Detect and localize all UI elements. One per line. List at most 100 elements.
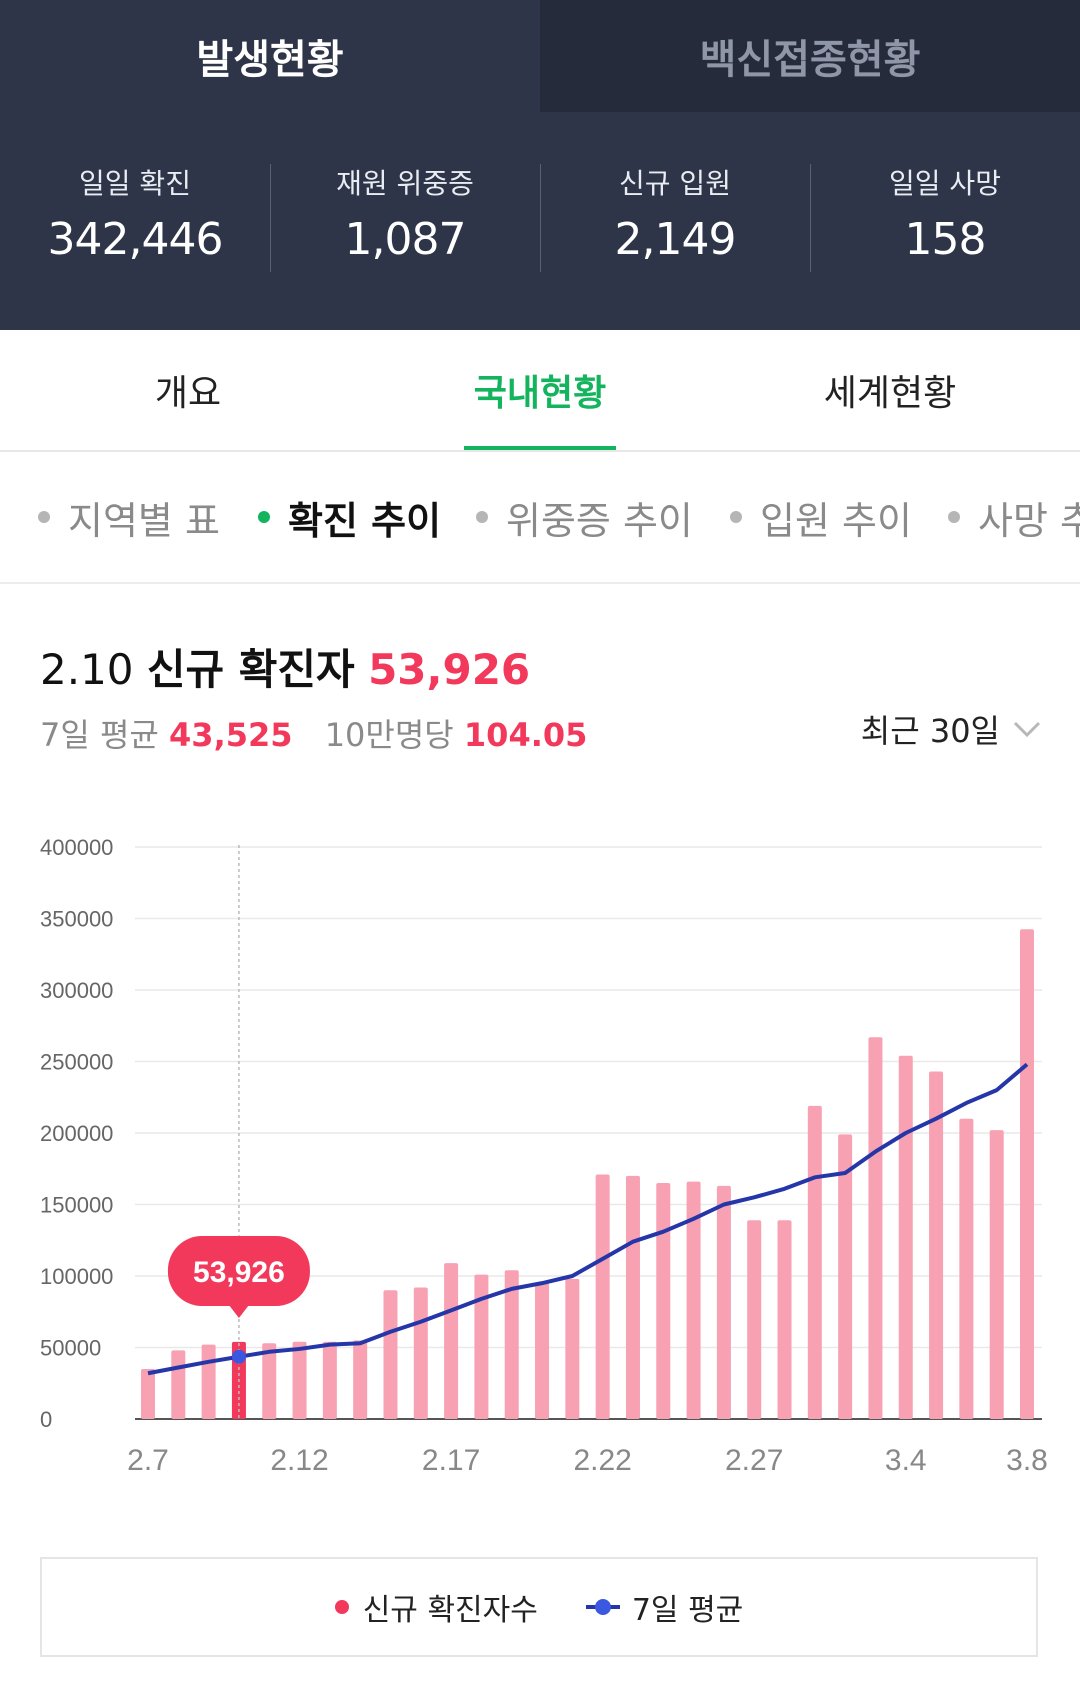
filter-death-trend[interactable]: 사망 추이 bbox=[948, 452, 1080, 582]
filter-confirmed-trend[interactable]: 확진 추이 bbox=[258, 452, 441, 582]
legend-item-avg: 7일 평균 bbox=[585, 1585, 744, 1629]
stat-daily-death: 일일 사망 158 bbox=[810, 112, 1080, 330]
headline-value: 53,926 bbox=[368, 645, 531, 694]
bar bbox=[262, 1343, 277, 1419]
period-select[interactable]: 최근 30일 bbox=[861, 706, 1042, 752]
bar bbox=[141, 1368, 155, 1419]
avg-line bbox=[147, 1062, 1029, 1376]
period-label: 최근 30일 bbox=[860, 712, 1000, 750]
main-tabs: 개요 국내현황 세계현황 bbox=[0, 330, 1080, 452]
x-tick-label: 2.17 bbox=[422, 1444, 480, 1477]
stat-severe: 재원 위중증 1,087 bbox=[270, 112, 540, 330]
avg-value: 43,525 bbox=[169, 716, 293, 754]
subline: 7일 평균 43,525 10만명당 104.05 bbox=[40, 710, 609, 756]
tab-occurrence[interactable]: 발생현황 bbox=[196, 37, 344, 83]
x-tick-label: 3.8 bbox=[1006, 1444, 1048, 1477]
bar bbox=[444, 1263, 459, 1419]
bar bbox=[595, 1174, 610, 1419]
bar bbox=[292, 1341, 307, 1419]
chevron-down-icon bbox=[1013, 721, 1041, 738]
bullet-icon bbox=[948, 511, 960, 523]
x-tick-label: 3.4 bbox=[885, 1444, 927, 1477]
bar bbox=[807, 1105, 822, 1419]
bar bbox=[959, 1118, 974, 1419]
legend-label: 7일 평균 bbox=[631, 1593, 744, 1628]
filter-label: 지역별 표 bbox=[68, 498, 220, 543]
bar bbox=[868, 1037, 883, 1419]
bar bbox=[322, 1341, 337, 1419]
x-tick-label: 2.7 bbox=[127, 1444, 169, 1477]
filter-label: 입원 추이 bbox=[760, 498, 912, 543]
tab-world[interactable]: 세계현황 bbox=[823, 373, 957, 414]
y-tick-label: 400000 bbox=[40, 835, 113, 860]
bar bbox=[171, 1350, 186, 1419]
bar bbox=[656, 1183, 671, 1419]
x-tick-label: 2.12 bbox=[270, 1444, 328, 1477]
tooltip-value: 53,926 bbox=[193, 1256, 285, 1289]
tab-overview[interactable]: 개요 bbox=[154, 373, 222, 414]
bullet-icon bbox=[38, 511, 50, 523]
y-tick-label: 0 bbox=[40, 1407, 52, 1432]
stat-value: 1,087 bbox=[344, 214, 467, 265]
bar bbox=[565, 1278, 580, 1419]
bar bbox=[716, 1185, 731, 1419]
bar bbox=[989, 1130, 1004, 1419]
y-tick-label: 200000 bbox=[40, 1121, 113, 1146]
confirmed-trend-chart: 0 50000 100000 150000 200000 250000 300000 3500… bbox=[40, 835, 1048, 1477]
stat-value: 158 bbox=[904, 214, 987, 265]
filter-severe-trend[interactable]: 위중증 추이 bbox=[476, 452, 693, 582]
bullet-icon bbox=[730, 511, 742, 523]
legend-label: 신규 확진자수 bbox=[362, 1593, 538, 1628]
filter-admission-trend[interactable]: 입원 추이 bbox=[730, 452, 912, 582]
stat-label: 일일 사망 bbox=[889, 167, 1001, 200]
headline-label: 신규 확진자 bbox=[146, 645, 355, 694]
filter-region-table[interactable]: 지역별 표 bbox=[38, 452, 220, 582]
bar bbox=[353, 1340, 368, 1419]
filter-label: 위중증 추이 bbox=[506, 498, 693, 543]
bar bbox=[535, 1283, 550, 1419]
per-value: 104.05 bbox=[463, 716, 588, 754]
stat-label: 일일 확진 bbox=[79, 167, 191, 200]
y-tick-label: 150000 bbox=[40, 1193, 113, 1218]
y-tick-label: 50000 bbox=[40, 1336, 101, 1361]
stat-label: 재원 위중증 bbox=[336, 167, 474, 200]
stat-daily-confirmed: 일일 확진 342,446 bbox=[0, 112, 270, 330]
avg-label: 7일 평균 bbox=[40, 716, 159, 754]
bar bbox=[474, 1274, 489, 1419]
bar bbox=[686, 1181, 701, 1419]
active-tab-indicator bbox=[464, 446, 616, 450]
stats-row: 일일 확진 342,446 재원 위중증 1,087 신규 입원 2,149 일… bbox=[0, 112, 1080, 330]
bar bbox=[777, 1220, 792, 1419]
headline-date: 2.10 bbox=[40, 645, 134, 694]
y-tick-label: 250000 bbox=[40, 1050, 113, 1075]
bullet-icon bbox=[476, 511, 488, 523]
legend-item-confirmed: 신규 확진자수 bbox=[334, 1585, 538, 1629]
legend-line-icon bbox=[585, 1599, 620, 1615]
tooltip-pointer bbox=[228, 1305, 249, 1318]
status-panel: 발생현황 백신접종현황 일일 확진 342,446 재원 위중증 1,087 신… bbox=[0, 0, 1080, 330]
bar bbox=[201, 1344, 216, 1419]
filter-label: 사망 추이 bbox=[978, 498, 1080, 543]
stat-value: 2,149 bbox=[614, 214, 737, 265]
y-tick-label: 350000 bbox=[40, 907, 113, 932]
filter-label: 확진 추이 bbox=[288, 498, 442, 543]
headline: 2.10 신규 확진자 53,926 bbox=[40, 636, 530, 697]
bar bbox=[1020, 929, 1034, 1419]
bar bbox=[504, 1270, 519, 1419]
bar bbox=[747, 1220, 762, 1419]
stat-label: 신규 입원 bbox=[619, 167, 731, 200]
bar bbox=[413, 1287, 428, 1419]
y-tick-label: 300000 bbox=[40, 978, 113, 1003]
stat-value: 342,446 bbox=[47, 214, 224, 265]
tab-domestic[interactable]: 국내현황 bbox=[473, 373, 607, 414]
bar bbox=[898, 1055, 913, 1419]
x-tick-label: 2.22 bbox=[573, 1444, 631, 1477]
sub-filter-bar[interactable]: 지역별 표 확진 추이 위중증 추이 입원 추이 사망 추이 bbox=[0, 452, 1080, 584]
tab-vaccination[interactable]: 백신접종현황 bbox=[540, 0, 1080, 112]
tooltip-bubble bbox=[167, 1236, 310, 1306]
bullet-icon bbox=[258, 511, 270, 523]
stat-new-admission: 신규 입원 2,149 bbox=[540, 112, 810, 330]
bar bbox=[929, 1071, 944, 1419]
chart-legend: 신규 확진자수 7일 평균 bbox=[40, 1557, 1038, 1657]
bar bbox=[625, 1175, 640, 1419]
